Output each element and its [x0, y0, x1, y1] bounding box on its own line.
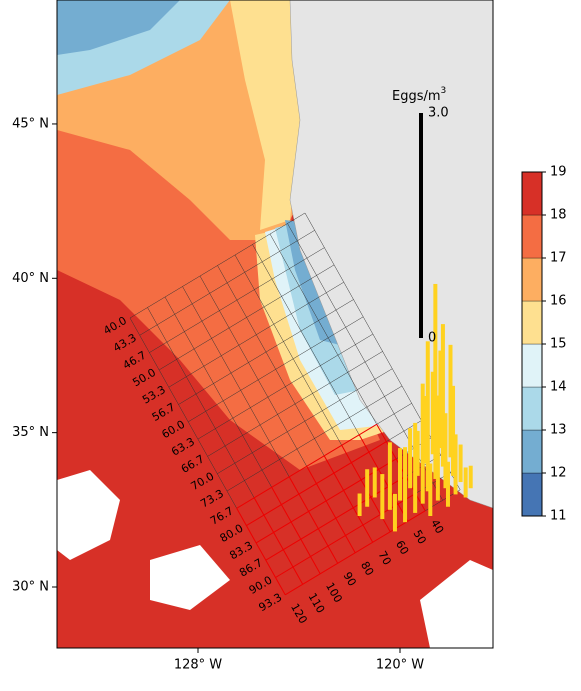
- egg-bar: [433, 283, 438, 479]
- grid-line: [306, 466, 356, 554]
- station-label: 80: [358, 559, 376, 578]
- colorbar-label: 18: [550, 208, 567, 223]
- egg-bar: [451, 385, 456, 476]
- egg-bar: [398, 448, 402, 501]
- scale-title: Eggs/m3: [392, 86, 446, 104]
- lon-label: 120° W: [376, 658, 424, 673]
- station-label: 90: [341, 570, 359, 589]
- grid-line: [236, 508, 286, 596]
- egg-bar: [445, 461, 450, 507]
- egg-bar: [423, 396, 428, 464]
- egg-bar: [425, 341, 430, 492]
- lat-label: 45° N: [12, 116, 49, 131]
- egg-bar: [440, 324, 445, 467]
- lat-label: 30° N: [12, 580, 49, 595]
- station-label: 60: [393, 538, 411, 557]
- colorbar-label: 17: [550, 251, 567, 266]
- egg-bar: [468, 465, 473, 489]
- grid-line: [323, 455, 374, 543]
- egg-bar: [357, 493, 362, 516]
- egg-bar: [430, 371, 435, 455]
- scale-title-text: Eggs/m: [392, 89, 441, 104]
- egg-bar: [453, 434, 458, 495]
- colorbar-segment: [521, 171, 543, 216]
- egg-bar: [387, 442, 392, 510]
- grid-line: [271, 487, 321, 575]
- grid-line: [288, 476, 339, 564]
- egg-bar: [403, 447, 408, 523]
- colorbar-label: 13: [550, 423, 567, 438]
- egg-bar: [380, 474, 385, 520]
- station-label: 70: [376, 549, 394, 568]
- colorbar-label: 12: [550, 466, 567, 481]
- colorbar-segment: [521, 429, 543, 474]
- egg-bar: [435, 395, 440, 501]
- egg-bar: [372, 467, 377, 498]
- colorbar-label: 16: [550, 294, 567, 309]
- colorbar-label: 11: [550, 509, 567, 524]
- colorbar-segment: [521, 257, 543, 302]
- egg-bar: [448, 344, 453, 458]
- egg-bar: [428, 463, 433, 516]
- colorbar-segment: [521, 343, 543, 388]
- scale-title-sup: 3: [441, 86, 447, 96]
- scale-label: 3.0: [428, 106, 449, 121]
- colorbar-segment: [521, 386, 543, 431]
- lat-label: 35° N: [12, 425, 49, 440]
- map-frame: [56, 0, 494, 649]
- egg-bar: [420, 383, 425, 504]
- lat-label: 40° N: [12, 271, 49, 286]
- station-label: 50: [411, 528, 429, 547]
- scale-label: 0: [428, 331, 436, 346]
- colorbar-label: 19: [550, 165, 567, 180]
- egg-bar: [458, 444, 463, 483]
- grid-line: [253, 497, 304, 585]
- colorbar-segment: [521, 214, 543, 259]
- colorbar-label: 14: [550, 380, 567, 395]
- egg-bar: [443, 413, 448, 489]
- colorbar-segment: [521, 300, 543, 345]
- egg-bar: [408, 428, 413, 489]
- egg-bar: [392, 493, 397, 532]
- station-label: 40: [428, 517, 446, 536]
- lon-label: 128° W: [174, 658, 222, 673]
- colorbar-segment: [521, 472, 543, 517]
- egg-bar: [365, 469, 370, 507]
- egg-bar: [438, 350, 443, 449]
- egg-bar: [463, 467, 468, 498]
- colorbar-label: 15: [550, 337, 567, 352]
- egg-bar: [413, 422, 418, 513]
- egg-bar: [415, 430, 420, 476]
